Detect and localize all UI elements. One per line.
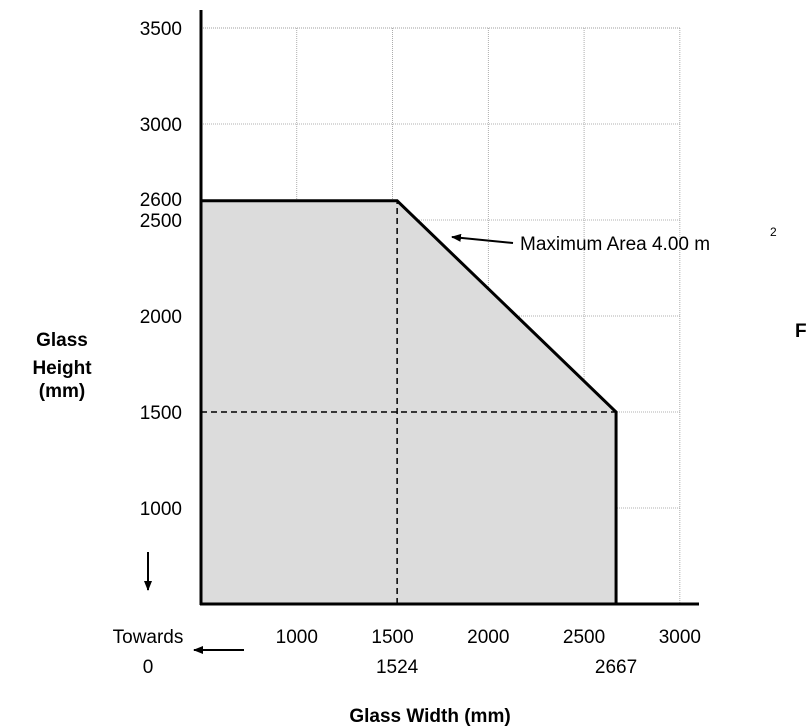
max-area-label: Maximum Area 4.00 m	[520, 234, 710, 255]
max-area-annotation: Maximum Area 4.00 m 2	[451, 225, 777, 255]
towards-zero-label: 0	[143, 657, 154, 678]
x-extra-tick-label-2667: 2667	[595, 657, 637, 678]
y-tick-label-3500: 3500	[140, 19, 182, 40]
max-area-superscript: 2	[770, 225, 777, 239]
y-tick-label-3000: 3000	[140, 115, 182, 136]
x-tick-label-3000: 3000	[659, 627, 701, 648]
y-extra-tick-label-2600: 2600	[140, 190, 182, 211]
y-axis-title-line-2: Height	[32, 358, 92, 379]
reference-lines	[201, 200, 617, 604]
x-tick-label-2500: 2500	[563, 627, 605, 648]
y-tick-label-1000: 1000	[140, 499, 182, 520]
area-fill-0	[201, 200, 617, 605]
plot-area	[201, 199, 618, 605]
towards-zero-annotation: Towards 0	[113, 552, 244, 678]
towards-label: Towards	[113, 627, 184, 648]
y-tick-label-2000: 2000	[140, 307, 182, 328]
x-tick-label-2000: 2000	[467, 627, 509, 648]
tick-labels: 1000 1500 2000 2500 3000 1524 2667 1000 1500 2000…	[140, 19, 701, 678]
y-tick-label-1500: 1500	[140, 403, 182, 424]
boundary-line-0	[201, 199, 618, 604]
y-axis-title-line-1: Glass	[36, 330, 88, 351]
y-axis-title-line-3: (mm)	[39, 381, 85, 402]
cut-off-letter: F	[795, 321, 806, 342]
x-axis-title: Glass Width (mm)	[349, 706, 510, 727]
x-tick-label-1000: 1000	[276, 627, 318, 648]
x-extra-tick-label-1524: 1524	[376, 657, 419, 678]
x-tick-label-1500: 1500	[371, 627, 413, 648]
max-area-arrow	[451, 233, 514, 244]
y-tick-label-2500: 2500	[140, 211, 182, 232]
axes	[199, 10, 699, 606]
